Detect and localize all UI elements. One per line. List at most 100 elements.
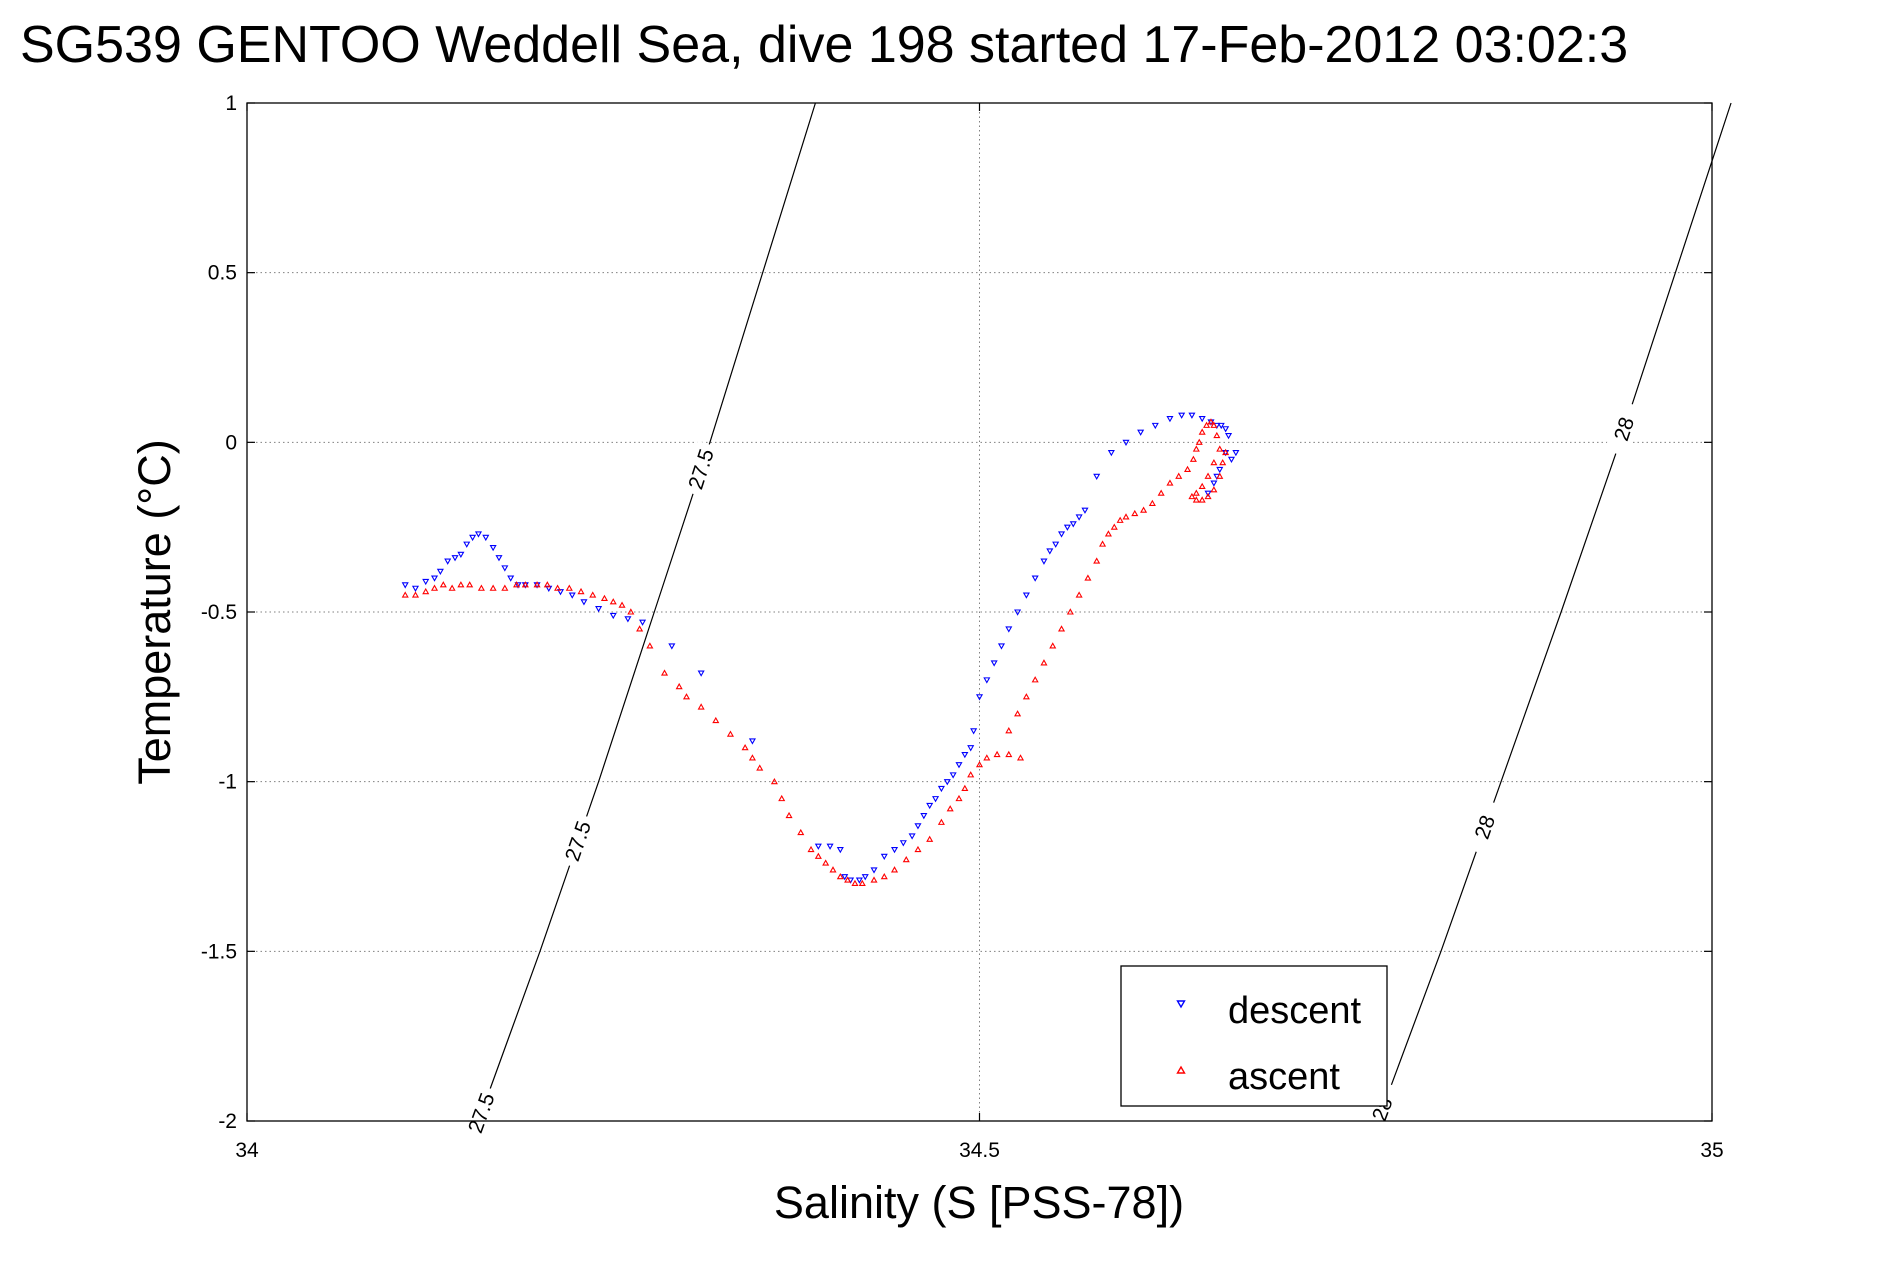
descent-point xyxy=(926,802,934,810)
ascent-point xyxy=(926,835,934,842)
ascent-point xyxy=(589,591,597,598)
descent-point xyxy=(1081,507,1089,514)
descent-point xyxy=(411,585,420,592)
descent-point xyxy=(1063,524,1071,531)
ascent-point xyxy=(1093,557,1101,564)
descent-point xyxy=(983,677,991,684)
descent-point xyxy=(436,568,444,575)
descent-point xyxy=(855,877,863,884)
descent-point xyxy=(949,772,957,779)
ascent-point xyxy=(1189,455,1197,462)
ascent-point xyxy=(1022,693,1030,700)
descent-point xyxy=(836,846,844,854)
ascent-point xyxy=(807,845,815,853)
y-tick-label: -1.5 xyxy=(201,940,237,963)
contour-label-bg xyxy=(1464,798,1505,856)
ascent-point xyxy=(430,584,439,591)
ascent-point xyxy=(543,581,551,588)
ascent-point xyxy=(1084,574,1092,581)
descent-point xyxy=(1040,558,1048,565)
ascent-point xyxy=(946,805,954,812)
ascent-point xyxy=(1198,428,1206,435)
ascent-point xyxy=(785,811,793,819)
ascent-point xyxy=(1040,659,1048,666)
descent-point xyxy=(1022,592,1030,599)
grid-lines xyxy=(247,103,1712,1121)
ascent-point xyxy=(858,879,866,887)
ascent-point xyxy=(675,682,683,690)
ascent-point xyxy=(1216,445,1224,452)
descent-series xyxy=(401,412,1240,884)
descent-point xyxy=(975,694,984,701)
ascent-point xyxy=(1188,492,1196,500)
descent-point xyxy=(624,616,632,623)
descent-point xyxy=(1005,626,1013,633)
ascent-point xyxy=(756,764,764,771)
descent-point xyxy=(457,551,465,559)
ascent-point xyxy=(1005,750,1013,758)
descent-point xyxy=(1216,466,1224,474)
ascent-point xyxy=(1049,642,1057,649)
ascent-point xyxy=(844,876,852,883)
ascent-point xyxy=(533,581,541,588)
ascent-point xyxy=(1192,489,1200,496)
ascent-point xyxy=(1066,608,1074,615)
ascent-point xyxy=(748,754,756,761)
descent-point xyxy=(1232,449,1240,457)
descent-point xyxy=(1107,449,1115,457)
descent-point xyxy=(507,575,515,582)
legend-marker-descent xyxy=(1176,1000,1186,1009)
descent-point xyxy=(609,612,617,620)
ascent-point xyxy=(1140,506,1148,513)
descent-point xyxy=(1166,416,1174,423)
ascent-point xyxy=(778,794,786,802)
descent-point xyxy=(1210,480,1218,487)
descent-point xyxy=(444,558,452,565)
descent-point xyxy=(639,619,647,626)
descent-point xyxy=(1075,514,1083,521)
ascent-point xyxy=(577,587,585,595)
descent-point xyxy=(814,843,822,850)
descent-point xyxy=(748,738,756,745)
legend-label-descent: descent xyxy=(1228,990,1362,1032)
ascent-point xyxy=(1198,496,1206,503)
descent-point xyxy=(1151,422,1159,430)
ascent-series xyxy=(401,418,1230,887)
legend-marker-ascent xyxy=(1176,1065,1186,1074)
ascent-point xyxy=(975,760,984,768)
ascent-point xyxy=(636,625,644,632)
ascent-point xyxy=(1005,727,1013,734)
descent-point xyxy=(495,555,503,562)
descent-point xyxy=(1031,575,1039,582)
legend: descent ascent xyxy=(1120,965,1388,1107)
y-axis-label: Temperature (°C) xyxy=(129,439,180,785)
ascent-point xyxy=(914,845,922,853)
ascent-point xyxy=(521,581,529,588)
ascent-point xyxy=(1210,458,1218,466)
ascent-point xyxy=(902,855,910,863)
ascent-point xyxy=(489,584,497,591)
y-axis-ticks: 1 0.5 0 -0.5 -1 -1.5 -2 xyxy=(201,92,1712,1133)
descent-point xyxy=(861,874,869,881)
ascent-point xyxy=(618,601,626,608)
descent-point xyxy=(1057,531,1066,538)
descent-point xyxy=(943,779,951,786)
ascent-point xyxy=(1204,492,1212,500)
ascent-point xyxy=(600,594,609,601)
ascent-point xyxy=(1104,530,1112,537)
descent-point xyxy=(1222,426,1230,433)
descent-point xyxy=(880,853,888,861)
ascent-point xyxy=(422,587,430,595)
ascent-point xyxy=(712,716,720,724)
ascent-point xyxy=(1195,438,1203,445)
y-tick-label: -0.5 xyxy=(201,601,237,624)
ascent-point xyxy=(1213,431,1221,439)
ascent-point xyxy=(1116,516,1124,523)
ascent-point xyxy=(554,584,562,591)
ascent-point xyxy=(741,744,749,751)
ascent-point xyxy=(1014,710,1022,717)
ascent-point xyxy=(1175,472,1183,479)
ascent-point xyxy=(797,828,805,836)
descent-point xyxy=(970,728,978,735)
ascent-point xyxy=(1219,458,1227,466)
